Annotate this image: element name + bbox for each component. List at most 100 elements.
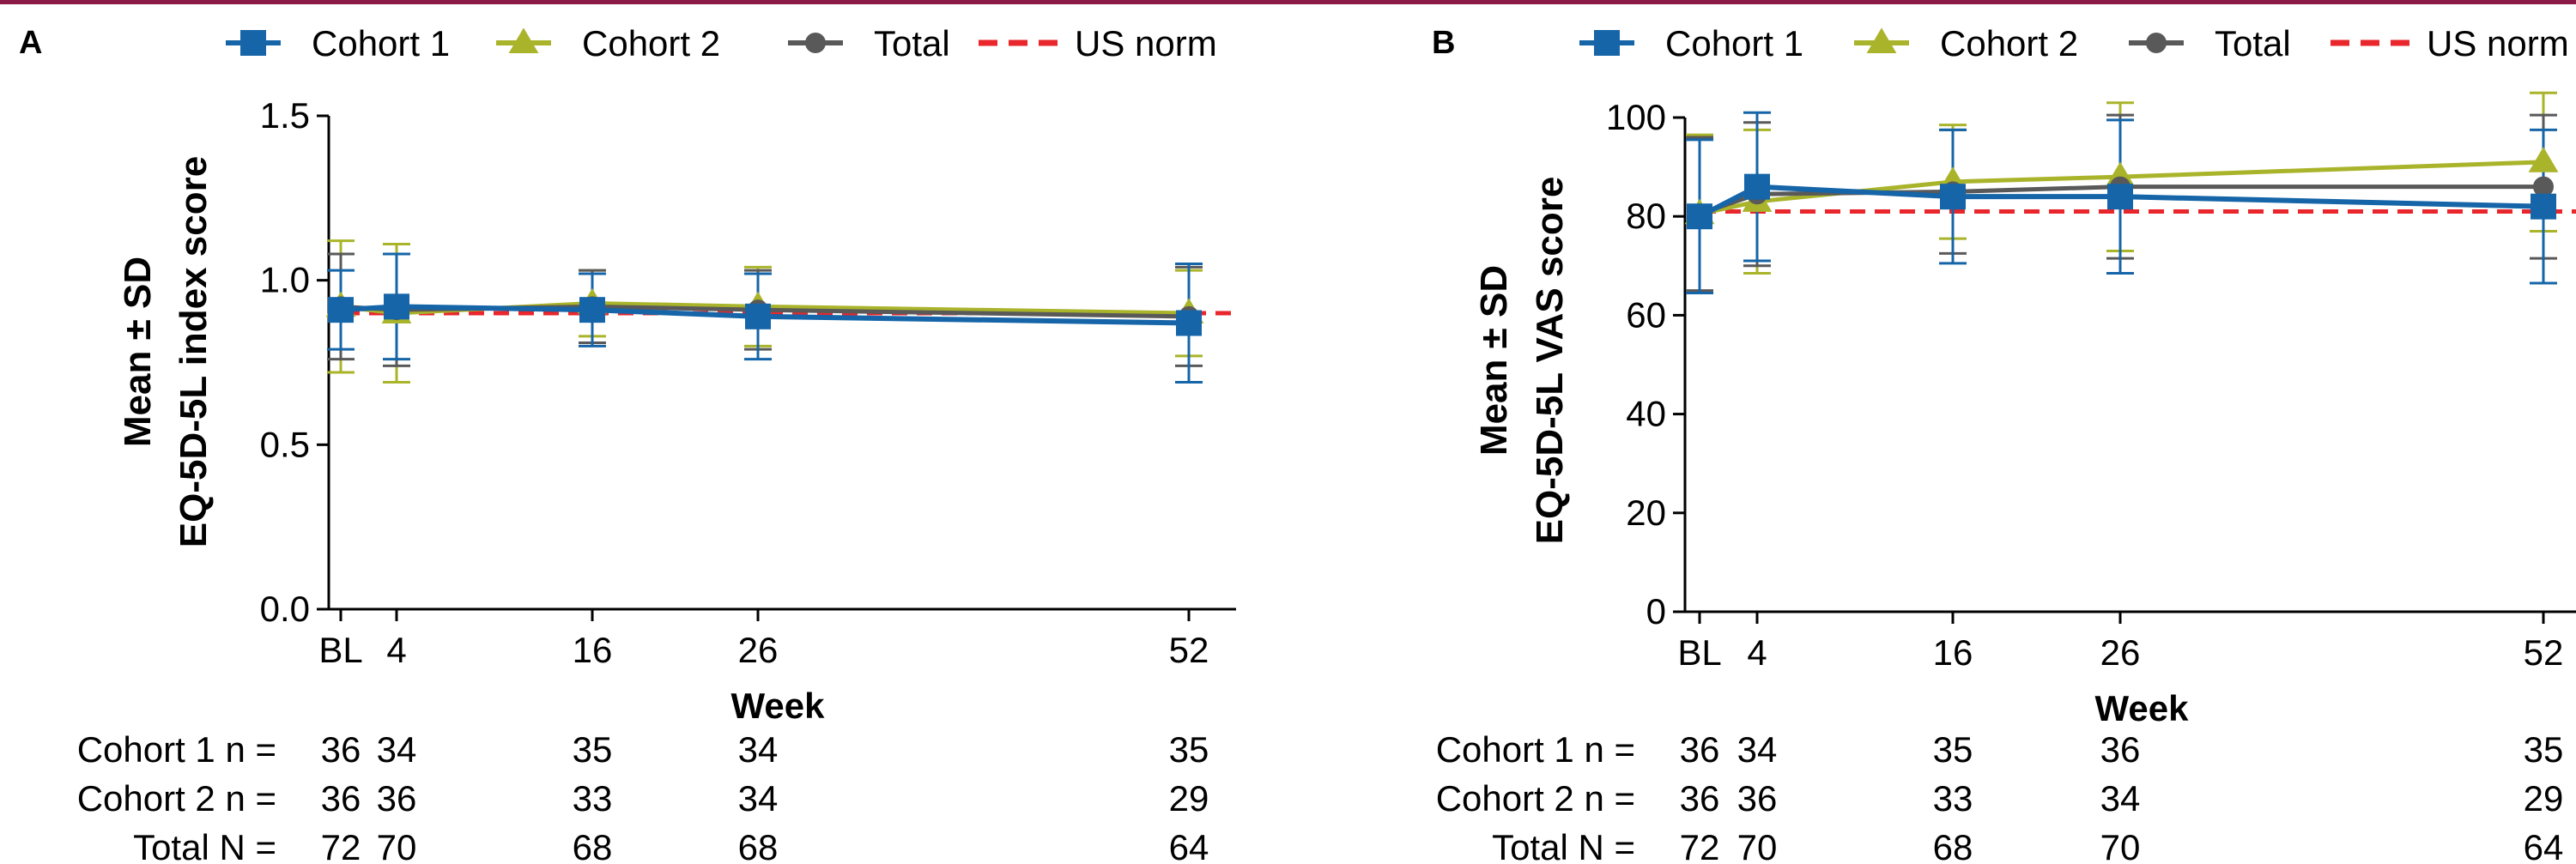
data-point bbox=[745, 303, 771, 329]
x-axis-label: Week bbox=[2095, 688, 2190, 728]
x-tick-label: 4 bbox=[386, 630, 406, 670]
n-table-row-label: Cohort 2 n = bbox=[1436, 778, 1635, 819]
legend-label: Total bbox=[2215, 23, 2291, 63]
n-table-row-label: Cohort 1 n = bbox=[1436, 729, 1635, 770]
legend-item: US norm bbox=[979, 23, 1217, 63]
data-point bbox=[384, 293, 409, 320]
data-point bbox=[1176, 310, 1202, 336]
legend-item: Cohort 2 bbox=[496, 23, 720, 63]
x-tick-label: 52 bbox=[2524, 632, 2564, 673]
data-point bbox=[2107, 184, 2133, 210]
y-tick-label: 1.5 bbox=[260, 95, 310, 136]
plot-area bbox=[1684, 91, 2576, 294]
legend-label: US norm bbox=[1075, 23, 1217, 63]
legend-label: Cohort 2 bbox=[1940, 23, 2078, 63]
legend-marker bbox=[1866, 27, 1897, 53]
n-table-cell: 68 bbox=[738, 827, 779, 864]
y-tick-label: 20 bbox=[1626, 492, 1666, 533]
n-table-cell: 35 bbox=[2524, 729, 2564, 770]
n-table-row-label: Total N = bbox=[1492, 827, 1635, 864]
x-tick-label: BL bbox=[318, 630, 362, 670]
y-tick-label: 0 bbox=[1646, 591, 1666, 631]
panel-b: B Cohort 1 Cohort 2 Total US norm Mean ± SD… bbox=[1432, 23, 2576, 864]
n-table-cell: 35 bbox=[573, 729, 613, 770]
n-table-cell: 68 bbox=[573, 827, 613, 864]
caption-strip bbox=[0, 0, 2576, 4]
y-tick-label: 100 bbox=[1606, 97, 1666, 137]
x-tick-label: 16 bbox=[1933, 632, 1973, 673]
y-tick-label: 40 bbox=[1626, 394, 1666, 434]
legend-marker bbox=[1594, 30, 1620, 56]
legend-item: Total bbox=[2129, 23, 2291, 63]
n-table-row-label: Cohort 2 n = bbox=[77, 778, 276, 819]
n-table-cell: 70 bbox=[377, 827, 417, 864]
legend-label: Cohort 1 bbox=[1665, 23, 1803, 63]
data-point bbox=[328, 297, 354, 323]
data-point bbox=[2533, 176, 2554, 197]
n-table-cell: 33 bbox=[1933, 778, 1973, 819]
n-table: Cohort 1 n = 36 34 35 36 35 Cohort 2 n = 36 36 33… bbox=[1436, 729, 2564, 864]
n-table-cell: 33 bbox=[573, 778, 613, 819]
y-axis-label-line2: EQ-5D-5L VAS score bbox=[1529, 177, 1571, 545]
data-point bbox=[1687, 203, 1712, 230]
legend-marker bbox=[508, 27, 539, 53]
panel-a: A Cohort 1 Cohort 2 Total US norm Mean ± SD… bbox=[19, 23, 1236, 864]
y-tick-label: 0.0 bbox=[260, 589, 310, 629]
n-table-cell: 64 bbox=[1169, 827, 1209, 864]
n-table-cell: 36 bbox=[321, 778, 361, 819]
panel-label: A bbox=[19, 25, 42, 61]
n-table-cell: 29 bbox=[2524, 778, 2564, 819]
legend-item: Cohort 1 bbox=[1579, 23, 1803, 63]
x-axis-label: Week bbox=[731, 686, 826, 726]
n-table-cell: 36 bbox=[321, 729, 361, 770]
n-table-row-label: Total N = bbox=[133, 827, 276, 864]
y-tick-label: 60 bbox=[1626, 294, 1666, 335]
legend-label: US norm bbox=[2427, 23, 2569, 63]
x-tick-label: 26 bbox=[738, 630, 779, 670]
legend-item: Total bbox=[788, 23, 950, 63]
n-table-cell: 34 bbox=[377, 729, 417, 770]
y-tick-label: 0.5 bbox=[260, 424, 310, 464]
n-table-cell: 36 bbox=[1680, 729, 1720, 770]
legend-item: Cohort 1 bbox=[226, 23, 450, 63]
data-point bbox=[579, 297, 605, 323]
legend: Cohort 1 Cohort 2 Total US norm bbox=[1579, 23, 2569, 63]
data-point bbox=[2528, 147, 2559, 172]
y-axis-label-line1: Mean ± SD bbox=[1473, 265, 1515, 456]
data-point bbox=[1940, 184, 1966, 210]
legend-marker bbox=[240, 30, 266, 56]
n-table-cell: 35 bbox=[1169, 729, 1209, 770]
n-table-cell: 36 bbox=[2100, 729, 2141, 770]
n-table: Cohort 1 n = 36 34 35 34 35 Cohort 2 n = 36 36 33… bbox=[77, 729, 1209, 864]
n-table-cell: 36 bbox=[377, 778, 417, 819]
n-table-cell: 34 bbox=[2100, 778, 2141, 819]
legend-marker bbox=[2146, 33, 2167, 53]
n-table-cell: 70 bbox=[2100, 827, 2141, 864]
legend-item: Cohort 2 bbox=[1854, 23, 2078, 63]
n-table-cell: 68 bbox=[1933, 827, 1973, 864]
legend-label: Total bbox=[874, 23, 950, 63]
y-tick-label: 1.0 bbox=[260, 260, 310, 300]
legend: Cohort 1 Cohort 2 Total US norm bbox=[226, 23, 1217, 63]
legend-marker bbox=[805, 33, 826, 53]
plot-area bbox=[325, 239, 1236, 384]
n-table-cell: 35 bbox=[1933, 729, 1973, 770]
n-table-cell: 36 bbox=[1680, 778, 1720, 819]
panel-label: B bbox=[1432, 25, 1455, 61]
x-tick-label: 52 bbox=[1169, 630, 1209, 670]
n-table-cell: 34 bbox=[1737, 729, 1778, 770]
n-table-cell: 29 bbox=[1169, 778, 1209, 819]
data-point bbox=[2531, 193, 2556, 220]
n-table-row-label: Cohort 1 n = bbox=[77, 729, 276, 770]
n-table-cell: 72 bbox=[321, 827, 361, 864]
y-axis-label-line1: Mean ± SD bbox=[117, 257, 159, 447]
n-table-cell: 70 bbox=[1737, 827, 1778, 864]
legend-item: US norm bbox=[2331, 23, 2569, 63]
x-tick-label: BL bbox=[1677, 632, 1721, 673]
n-table-cell: 36 bbox=[1737, 778, 1778, 819]
legend-label: Cohort 1 bbox=[312, 23, 450, 63]
y-axis-label-line2: EQ-5D-5L index score bbox=[173, 156, 215, 547]
x-tick-label: 16 bbox=[573, 630, 613, 670]
x-tick-label: 4 bbox=[1747, 632, 1767, 673]
